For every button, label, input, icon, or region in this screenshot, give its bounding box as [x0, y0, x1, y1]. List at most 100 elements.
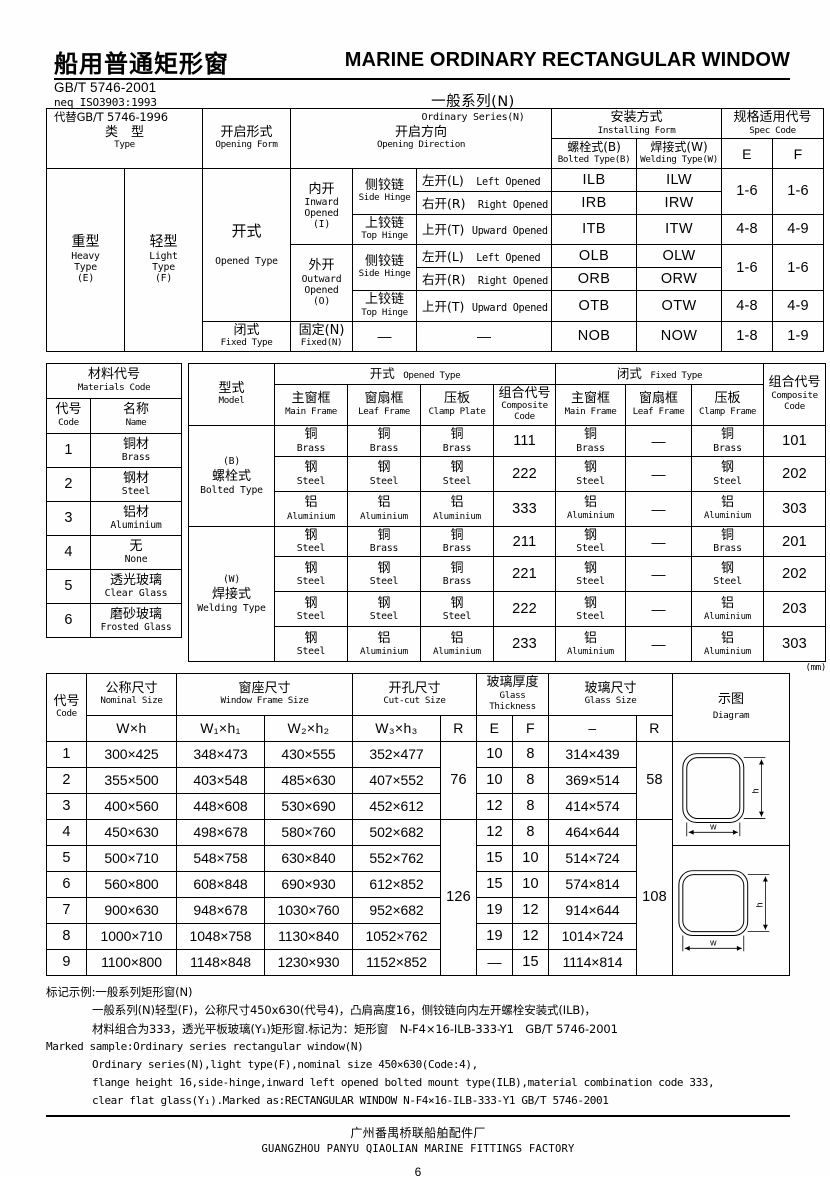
table-row: 右开(R) Right Opened ORB ORW — [47, 267, 824, 292]
main-frame-cn: 主窗框 — [291, 391, 331, 407]
cell-material: 钢 Steel — [274, 626, 348, 663]
model-en: Model — [218, 395, 245, 407]
cell-material-none: — — [625, 556, 693, 593]
table-row: 1 铜材 Brass — [46, 432, 182, 468]
cell-material: 钢 Steel — [347, 556, 421, 593]
frame-size-en: Window Frame Size — [220, 695, 309, 707]
material-cn: 铜 — [721, 527, 735, 543]
frame-size-cn: 窗座尺寸 — [238, 680, 291, 696]
cell-nominal: 900×630 — [86, 896, 177, 924]
subheader-f: F — [511, 714, 550, 742]
cell-material: 铝 Aluminium — [420, 626, 494, 663]
series-label-cn: 一般系列(N) — [431, 94, 515, 110]
light-type-code: (F) — [154, 273, 173, 285]
header-clamp-frame-fixed: 压板 Clamp Frame — [691, 383, 765, 427]
material-en: Aluminium — [433, 510, 481, 522]
cell-material: 铝 Aluminium — [347, 490, 421, 527]
material-en: Aluminium — [567, 511, 615, 521]
cell-spec-f: 1-9 — [772, 320, 825, 352]
fixed-type-cn: 闭式 — [233, 322, 260, 338]
standard-block: GB/T 5746-2001 neq ISO3903:1993 代替GB/T 5… — [54, 80, 168, 124]
marking-notes: 标记示例:一般系列矩形窗(N) 一般系列(N)轻型(F)，公称尺寸450x630… — [46, 983, 790, 1110]
outward-en2: Opened — [304, 284, 339, 296]
cell-spec-f: 1-6 — [772, 244, 825, 292]
cell-nominal: 1000×710 — [86, 922, 177, 950]
table-row: (B) 螺栓式 Bolted Type 铜 Brass 铜 Brass 铜 Brass… — [188, 425, 827, 527]
subheader-w3h3: W₃×h₃ — [352, 714, 441, 742]
note-en-4: clear flat glass(Y₁).Marked as:RECTANGUL… — [92, 1093, 609, 1107]
table-row: 3 铝材 Aluminium — [46, 500, 182, 536]
cell-composite-code: 201 — [763, 525, 827, 558]
cell-welding-code: OTW — [636, 290, 723, 322]
cell-material-none: — — [625, 591, 693, 628]
cell-direction-none: — — [416, 320, 553, 352]
outward-cn: 外开 — [308, 258, 335, 274]
material-code: 4 — [46, 534, 91, 570]
fixed-type-en: Fixed Type — [220, 337, 273, 349]
cell-material-none: — — [625, 455, 693, 492]
material-cn: 钢 — [304, 560, 318, 576]
cutout-size-en: Cut-cut Size — [383, 695, 446, 707]
cell-cutout: 452×612 — [352, 792, 441, 820]
cell-material: 铝 Aluminium — [691, 490, 765, 527]
leaf-frame-en: Leaf Frame — [358, 405, 410, 417]
clamp-plate-en: Clamp Plate — [428, 405, 486, 417]
code-cn: 代号 — [53, 693, 80, 709]
header-opening-form-en: Opening Form — [215, 139, 278, 151]
table-row: 钢 Steel 钢 Steel 钢 Steel 222 钢 Steel — 钢 Steel… — [189, 455, 827, 492]
cell-spec-e: 4-8 — [721, 290, 774, 322]
cell-frame1: 448×608 — [176, 792, 265, 820]
cell-material: 铜 Brass — [347, 525, 421, 558]
header-type: 类 型 Type — [45, 108, 204, 169]
table-row: 螺栓式(B) Bolted Type(B) 焊接式(W) Welding Typ… — [47, 138, 825, 169]
material-cn: 铝 — [721, 596, 735, 611]
table-row: 4 无 None — [46, 534, 182, 570]
cell-direction: 左开(L) Left Opened — [416, 244, 553, 269]
cell-frame2: 580×760 — [264, 818, 353, 846]
table-row: 型式 Model 开式 Opened Type 闭式 Fixed Type 组合… — [188, 362, 827, 427]
header-installing-form-cn: 安装方式 — [610, 110, 663, 125]
cell-welding-code: OLW — [636, 244, 723, 269]
material-cn: 铝 — [450, 630, 464, 646]
cell-bolted-code: IRB — [551, 190, 638, 215]
model-composite-table: 型式 Model 开式 Opened Type 闭式 Fixed Type 组合… — [188, 362, 827, 663]
cell-composite-code: 333 — [492, 490, 557, 527]
cell-e: — — [476, 948, 513, 976]
note-cn-2: 一般系列(N)轻型(F)，公称尺寸450x630(代号4)，凸肩高度16，侧铰链… — [92, 1003, 596, 1018]
table-row: 钢 Steel 钢 Steel 铜 Brass 221 钢 Steel — 钢 Steel… — [189, 556, 827, 593]
page-title-en: MARINE ORDINARY RECTANGULAR WINDOW — [344, 49, 790, 71]
cell-frame2: 630×840 — [264, 844, 353, 872]
cell-material: 铝 Aluminium — [420, 490, 494, 527]
header-glass-size: 玻璃尺寸 Glass Size — [548, 673, 674, 716]
name-cn: 名称 — [122, 402, 149, 418]
material-cn: 铝 — [450, 494, 464, 510]
material-cn: 钢 — [304, 527, 318, 543]
material-name-cn: 透光玻璃 — [109, 572, 162, 588]
cell-direction: 右开(R) Right Opened — [416, 190, 553, 215]
material-en: Aluminium — [433, 646, 481, 658]
cell-cutout: 952×682 — [352, 896, 441, 924]
material-cn: 钢 — [721, 560, 735, 576]
direction-en: Upward Opened — [471, 226, 548, 238]
glass-thickness-en: Glass Thickness — [489, 689, 536, 712]
table-row: 右开(R) Right Opened IRB IRW — [47, 190, 824, 215]
material-name: 铝材 Aluminium — [90, 500, 182, 536]
cell-code: 5 — [46, 844, 87, 872]
cell-f: 8 — [511, 818, 550, 846]
material-cn: 钢 — [377, 560, 391, 576]
cell-frame2: 530×690 — [264, 792, 353, 820]
table-row: 6 磨砂玻璃 Frosted Glass — [46, 602, 182, 638]
main-frame-cn: 主窗框 — [571, 391, 611, 407]
direction-cn: 右开(R) — [422, 272, 466, 288]
inward-en1: Inward — [304, 197, 339, 209]
glass-size-en: Glass Size — [584, 695, 637, 707]
material-en: Steel — [576, 611, 605, 623]
welding-cn: 焊接式 — [211, 587, 251, 603]
cell-code: 8 — [46, 922, 87, 950]
cell-e: 10 — [476, 766, 513, 794]
company-name-cn: 广州番禺桥联船舶配件厂 — [350, 1125, 486, 1140]
header-materials-code: 材料代号 Materials Code — [46, 362, 182, 399]
material-en: Steel — [442, 611, 472, 623]
cell-frame1: 348×473 — [176, 740, 265, 768]
materials-section: 材料代号 Materials Code 代号 Code 名称 Name 1 铜材 — [46, 362, 826, 673]
